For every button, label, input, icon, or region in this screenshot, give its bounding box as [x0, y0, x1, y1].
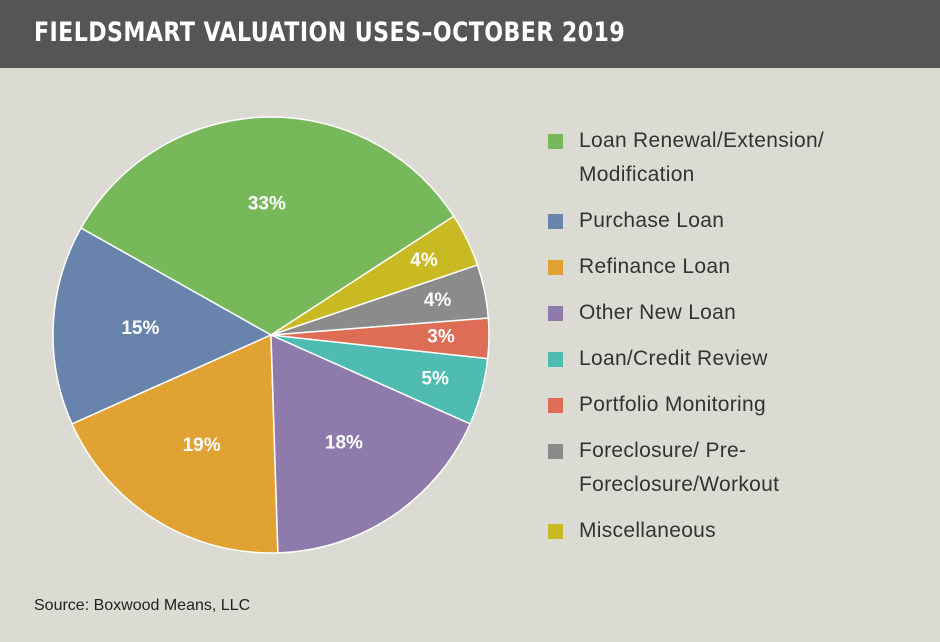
data-label: 18% — [325, 433, 363, 454]
legend-label: Portfolio Monitoring — [579, 393, 766, 416]
legend-swatch — [548, 398, 563, 413]
legend-swatch — [548, 260, 563, 275]
legend-swatch — [548, 134, 563, 149]
legend-label: Other New Loan — [579, 301, 737, 324]
legend-label: Miscellaneous — [579, 519, 716, 542]
legend-entry: Foreclosure/ Pre-Foreclosure/Workout — [548, 434, 879, 502]
data-label: 15% — [121, 318, 159, 339]
data-label: 5% — [421, 368, 449, 389]
legend-label: Loan Renewal/Extension/ Modification — [579, 129, 825, 186]
legend-entry: Miscellaneous — [548, 514, 879, 548]
legend: Loan Renewal/Extension/ Modification Purc… — [548, 124, 879, 560]
legend-swatch — [548, 306, 563, 321]
pie-slice — [70, 333, 279, 554]
legend-swatch — [548, 524, 563, 539]
data-label: 4% — [424, 290, 452, 311]
legend-entry: Other New Loan — [548, 296, 879, 330]
legend-entry: Portfolio Monitoring — [548, 388, 879, 422]
legend-entry: Loan Renewal/Extension/ Modification — [548, 124, 879, 192]
legend-entry: Refinance Loan — [548, 250, 879, 284]
legend-entry: Purchase Loan — [548, 204, 879, 238]
legend-label: Loan/Credit Review — [579, 347, 768, 370]
legend-entry: Loan/Credit Review — [548, 342, 879, 376]
legend-label: Purchase Loan — [579, 209, 725, 232]
data-label: 4% — [410, 250, 438, 271]
legend-swatch — [548, 214, 563, 229]
source-note: Source: Boxwood Means, LLC — [34, 597, 251, 614]
data-label: 19% — [183, 435, 221, 456]
data-label: 33% — [248, 193, 286, 214]
data-label: 3% — [427, 327, 455, 348]
pie-slice — [270, 333, 472, 554]
legend-swatch — [548, 352, 563, 367]
title-bar: FIELDSMART VALUATION USES–OCTOBER 2019 — [0, 0, 940, 68]
legend-swatch — [548, 444, 563, 459]
legend-label: Foreclosure/ Pre-Foreclosure/Workout — [579, 439, 780, 496]
pie-slice — [52, 227, 273, 425]
legend-label: Refinance Loan — [579, 255, 731, 278]
chart-title: FIELDSMART VALUATION USES–OCTOBER 2019 — [34, 17, 626, 48]
pie-slice — [270, 215, 479, 336]
